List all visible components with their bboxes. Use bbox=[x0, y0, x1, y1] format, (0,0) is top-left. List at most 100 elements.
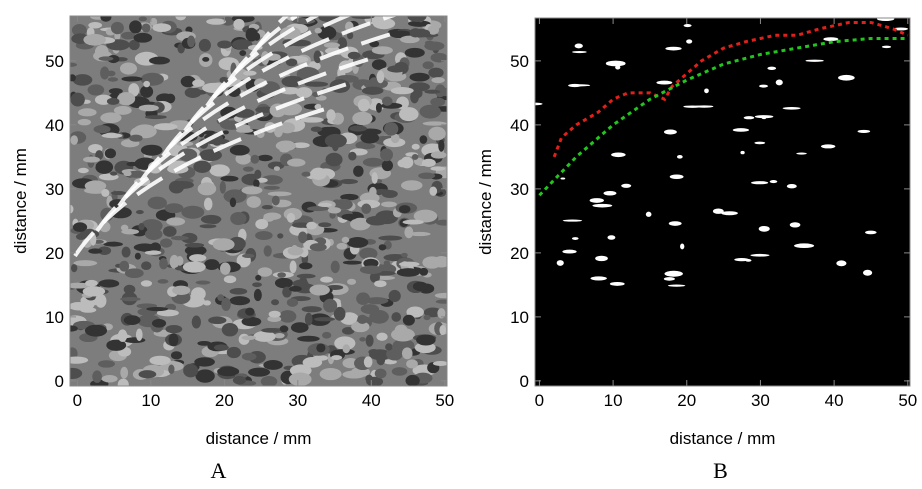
texture-blob bbox=[357, 98, 370, 112]
texture-blob bbox=[424, 89, 441, 94]
texture-blob bbox=[78, 108, 97, 117]
texture-blob bbox=[191, 315, 202, 329]
texture-blob bbox=[219, 180, 226, 194]
speckle bbox=[759, 84, 768, 88]
speckle bbox=[704, 88, 709, 94]
texture-blob bbox=[189, 254, 207, 262]
speckle bbox=[754, 115, 774, 119]
texture-blob bbox=[121, 76, 143, 82]
y-tick-label: 0 bbox=[55, 372, 64, 391]
texture-blob bbox=[279, 122, 296, 134]
texture-blob bbox=[202, 57, 210, 62]
texture-blob bbox=[110, 190, 127, 196]
texture-blob bbox=[340, 193, 359, 201]
speckle bbox=[838, 74, 855, 81]
texture-blob bbox=[123, 337, 146, 344]
texture-blob bbox=[427, 25, 440, 35]
texture-blob bbox=[110, 241, 119, 247]
texture-blob bbox=[302, 357, 323, 368]
texture-blob bbox=[347, 31, 354, 40]
texture-blob bbox=[290, 322, 309, 333]
texture-blob bbox=[309, 284, 330, 296]
texture-blob bbox=[289, 285, 302, 292]
texture-blob bbox=[318, 222, 332, 228]
texture-blob bbox=[140, 280, 153, 287]
texture-blob bbox=[110, 21, 124, 35]
texture-blob bbox=[149, 355, 171, 366]
texture-blob bbox=[212, 238, 235, 251]
texture-ridge bbox=[183, 16, 352, 133]
texture-blob bbox=[129, 134, 143, 142]
texture-blob bbox=[289, 260, 297, 274]
speckle bbox=[758, 225, 770, 232]
texture-blob bbox=[434, 84, 446, 98]
texture-blob bbox=[274, 332, 285, 339]
speckle bbox=[556, 260, 564, 266]
texture-blob bbox=[121, 31, 136, 40]
texture-blob bbox=[222, 130, 229, 135]
texture-blob bbox=[182, 261, 206, 273]
speckle bbox=[796, 152, 807, 155]
texture-blob bbox=[245, 27, 258, 42]
texture-blob bbox=[129, 20, 142, 34]
texture-blob bbox=[353, 165, 364, 177]
texture-blob bbox=[285, 58, 298, 67]
texture-blob bbox=[326, 109, 336, 122]
texture-blob bbox=[198, 38, 211, 52]
texture-blob bbox=[166, 217, 186, 226]
texture-blob bbox=[398, 205, 411, 214]
texture-ridge bbox=[117, 54, 380, 208]
texture-blob bbox=[175, 256, 184, 266]
speckle bbox=[571, 84, 591, 87]
texture-blob bbox=[363, 258, 379, 268]
texture-blob bbox=[241, 186, 263, 195]
texture-blob bbox=[267, 191, 292, 197]
texture-blob bbox=[313, 50, 322, 64]
texture-blob bbox=[223, 275, 237, 284]
texture-blob bbox=[213, 344, 229, 351]
texture-blob bbox=[209, 164, 230, 177]
speckle bbox=[820, 144, 836, 149]
texture-blob bbox=[350, 217, 371, 231]
texture-blob bbox=[70, 282, 91, 289]
texture-blob bbox=[409, 72, 430, 82]
texture-blob bbox=[362, 157, 384, 167]
texture-blob bbox=[407, 16, 427, 23]
texture-blob bbox=[301, 171, 311, 177]
texture-blob bbox=[361, 86, 384, 95]
texture-blob bbox=[310, 126, 323, 132]
texture-blob bbox=[97, 246, 112, 255]
speckle bbox=[786, 184, 797, 189]
texture-blob bbox=[323, 42, 340, 49]
y-tick-label: 30 bbox=[510, 180, 529, 199]
texture-blob bbox=[235, 128, 254, 133]
texture-blob bbox=[239, 50, 247, 56]
y-tick-label: 40 bbox=[45, 116, 64, 135]
texture-blob bbox=[351, 321, 370, 333]
speckle bbox=[680, 243, 685, 250]
texture-blob bbox=[242, 253, 255, 258]
texture-blob bbox=[391, 367, 408, 376]
speckle bbox=[656, 80, 673, 85]
texture-blob bbox=[70, 74, 76, 82]
texture-blob bbox=[156, 309, 179, 317]
texture-blob bbox=[121, 228, 140, 235]
texture-blob bbox=[374, 280, 387, 288]
texture-blob bbox=[360, 304, 380, 314]
speckle bbox=[669, 174, 684, 180]
speckle bbox=[592, 203, 613, 208]
texture-blob bbox=[406, 306, 424, 318]
texture-blob bbox=[349, 125, 367, 132]
texture-blob bbox=[376, 70, 385, 84]
texture-blob bbox=[341, 236, 350, 243]
texture-blob bbox=[291, 222, 310, 228]
x-tick-label: 50 bbox=[435, 391, 454, 410]
texture-blob bbox=[409, 28, 422, 38]
texture-blob bbox=[300, 117, 324, 123]
texture-blob bbox=[261, 175, 283, 185]
texture-blob bbox=[390, 133, 400, 144]
texture-blob bbox=[419, 135, 428, 144]
texture-blob bbox=[286, 298, 299, 307]
speckle bbox=[782, 106, 801, 110]
